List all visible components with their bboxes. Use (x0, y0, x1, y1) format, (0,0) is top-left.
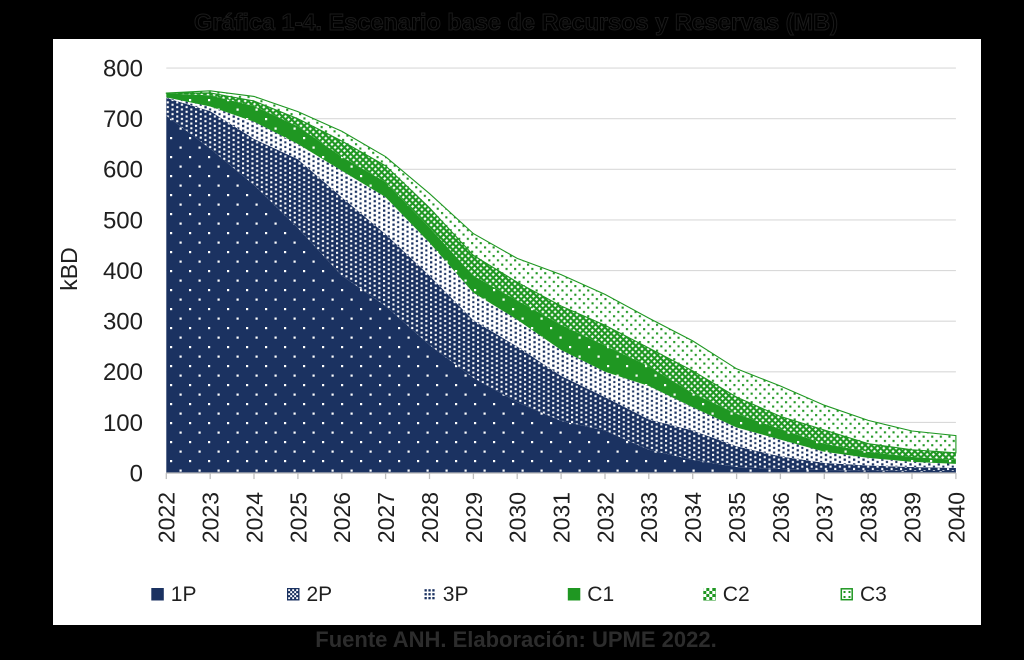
svg-text:2P: 2P (307, 583, 333, 606)
svg-text:2036: 2036 (768, 492, 794, 543)
svg-text:C3: C3 (860, 583, 887, 606)
svg-text:2026: 2026 (329, 492, 355, 543)
svg-text:2031: 2031 (549, 492, 575, 543)
svg-text:800: 800 (103, 56, 143, 83)
svg-text:400: 400 (103, 258, 143, 285)
svg-text:kBD: kBD (56, 247, 82, 290)
svg-text:3P: 3P (443, 583, 469, 606)
svg-text:C2: C2 (723, 583, 750, 606)
svg-text:2023: 2023 (198, 492, 224, 543)
svg-text:300: 300 (103, 309, 143, 336)
svg-text:2032: 2032 (592, 492, 618, 543)
svg-text:2025: 2025 (285, 492, 311, 543)
svg-text:C1: C1 (587, 583, 614, 606)
svg-text:500: 500 (103, 207, 143, 234)
svg-text:2035: 2035 (724, 492, 750, 543)
svg-text:2027: 2027 (373, 492, 399, 543)
svg-text:2029: 2029 (461, 492, 487, 543)
svg-text:2022: 2022 (154, 492, 180, 543)
svg-text:2040: 2040 (943, 492, 969, 543)
svg-text:0: 0 (130, 461, 143, 488)
svg-text:200: 200 (103, 359, 143, 386)
svg-text:2034: 2034 (680, 492, 706, 543)
svg-text:600: 600 (103, 157, 143, 184)
svg-text:2024: 2024 (241, 492, 267, 543)
svg-text:2033: 2033 (636, 492, 662, 543)
svg-text:100: 100 (103, 410, 143, 437)
svg-text:2028: 2028 (417, 492, 443, 543)
svg-text:2039: 2039 (899, 492, 925, 543)
svg-text:2038: 2038 (856, 492, 882, 543)
svg-text:700: 700 (103, 106, 143, 133)
svg-text:1P: 1P (171, 583, 197, 606)
svg-text:2030: 2030 (505, 492, 531, 543)
svg-text:2037: 2037 (812, 492, 838, 543)
